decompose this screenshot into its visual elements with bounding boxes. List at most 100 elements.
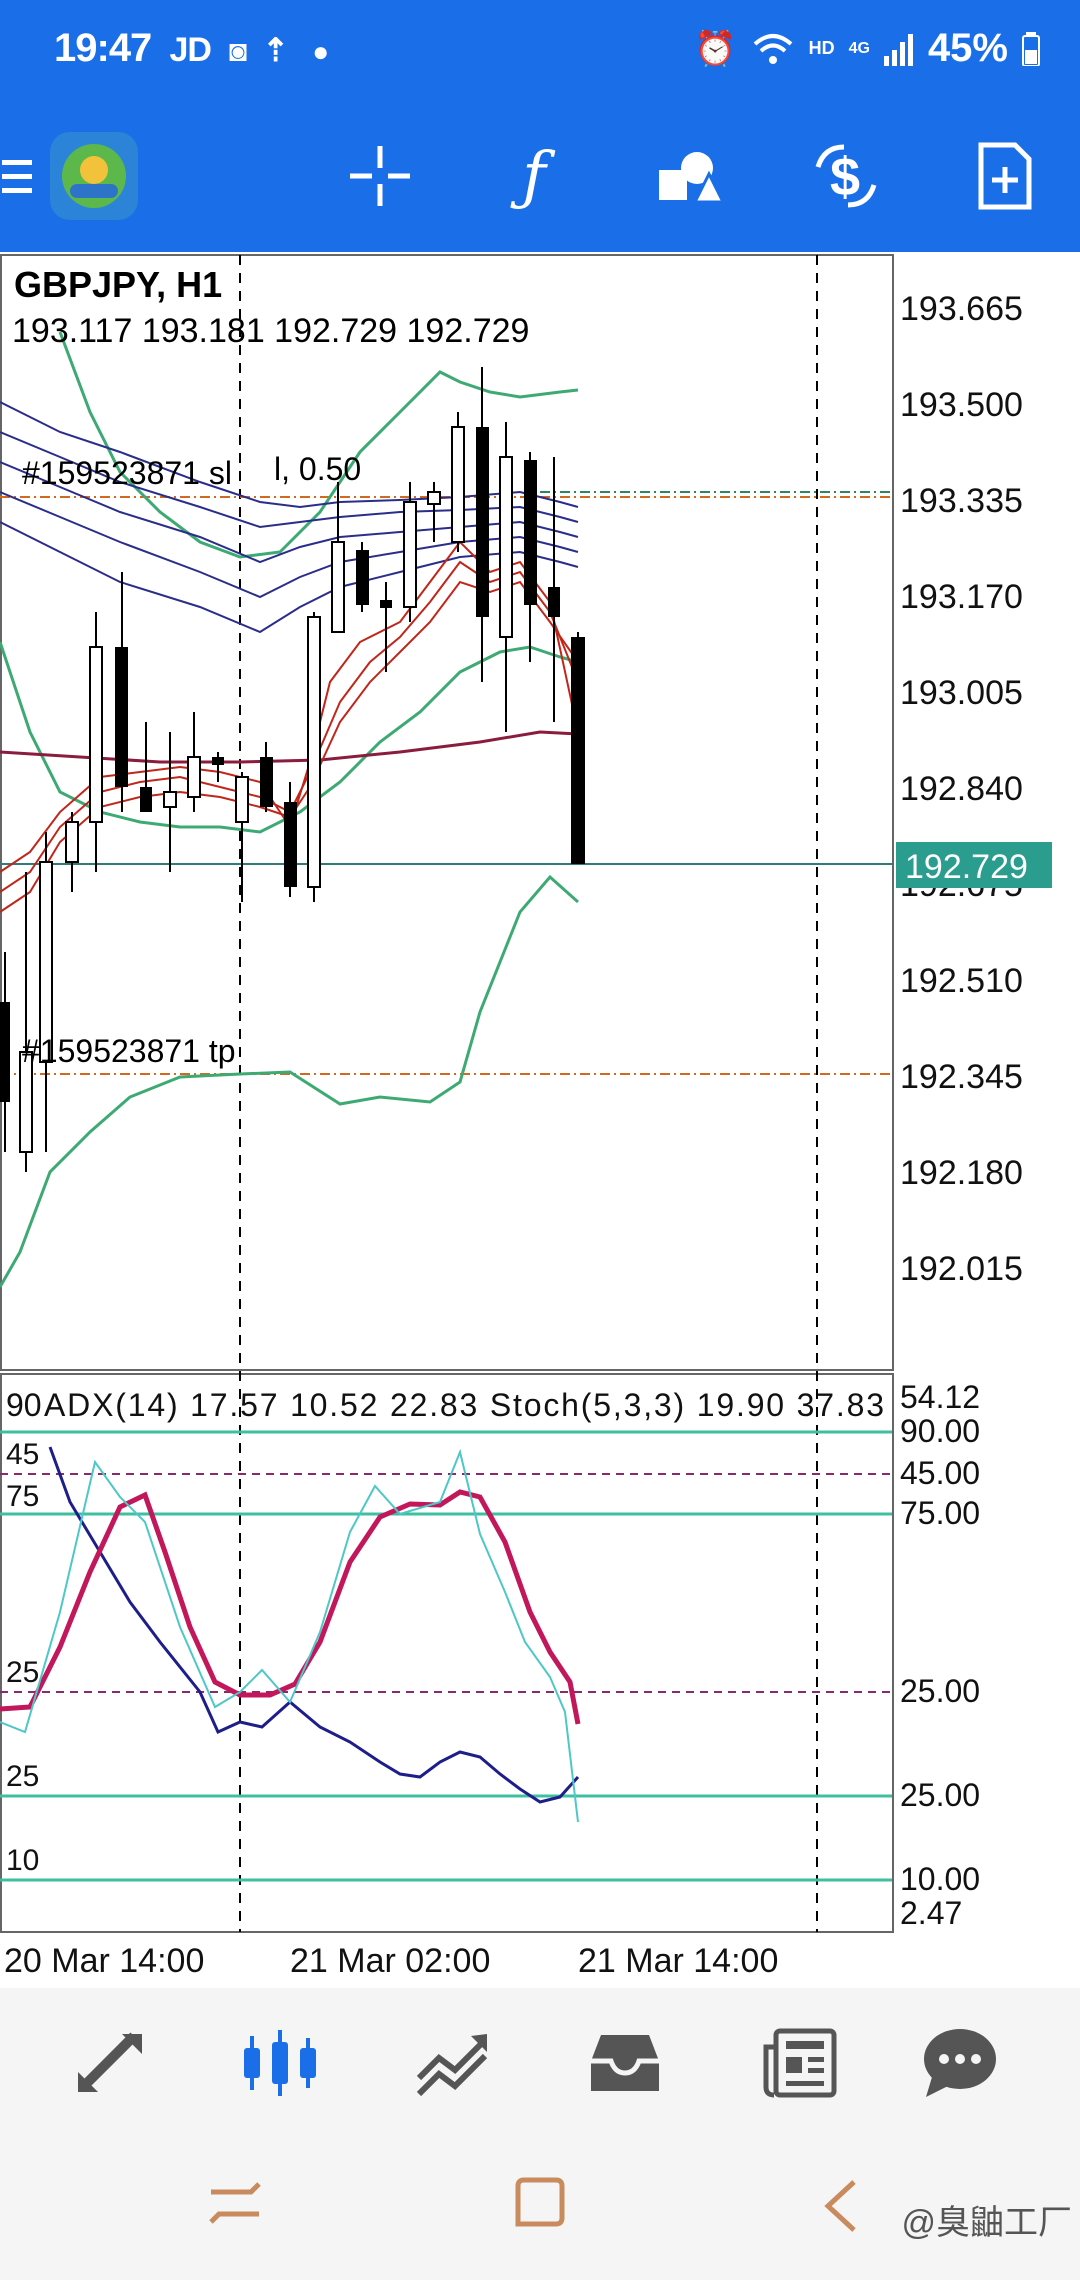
price-label: 193.005 (900, 674, 1023, 712)
time-axis: 20 Mar 14:00 21 Mar 02:00 21 Mar 14:00 (4, 1942, 778, 1980)
sl-lot-label: l, 0.50 (274, 451, 361, 487)
nav-chat[interactable] (880, 1988, 1040, 2138)
trade-icon: $ (815, 144, 877, 208)
indicator-left-label: 10 (6, 1844, 39, 1877)
price-label: 193.170 (900, 578, 1023, 616)
objects-button[interactable] (640, 100, 740, 252)
recents-button[interactable] (205, 2178, 265, 2233)
chart-icon (244, 2030, 316, 2096)
chat-icon (924, 2029, 996, 2097)
watermark: @臭鼬工厂 (901, 2204, 1072, 2242)
indicator-left-axis: 45 75 25 25 10 (6, 1438, 39, 1877)
price-label: 192.180 (900, 1154, 1023, 1192)
price-label: 193.500 (900, 386, 1023, 424)
indicator-left-label: 25 (6, 1656, 39, 1689)
stoch-main (0, 1489, 581, 1725)
ohlc-values: 193.117 193.181 192.729 192.729 (12, 312, 529, 350)
indicator-label: 25.00 (900, 1777, 980, 1813)
app-toolbar: ƒ $ (0, 100, 1080, 252)
svg-text:$: $ (830, 147, 860, 207)
sl-label[interactable]: #159523871 sl (22, 455, 232, 491)
price-label: 192.840 (900, 770, 1023, 808)
wifi-icon (753, 33, 792, 64)
home-icon (515, 2177, 565, 2227)
carrier-label: JD (169, 31, 211, 69)
clock: 19:47 (54, 26, 152, 70)
trade-icon (416, 2034, 488, 2097)
indicators-button[interactable]: ƒ (484, 100, 584, 252)
upload-icon: ⇡ (262, 32, 289, 68)
tp-label[interactable]: #159523871 tp (22, 1033, 236, 1069)
ma-maroon (0, 730, 579, 764)
app-logo-button[interactable] (46, 100, 142, 252)
chart-area[interactable]: 193.665 193.500 193.335 193.170 193.005 … (0, 252, 1080, 1987)
main-chart-frame (0, 254, 894, 1371)
nav-quotes[interactable] (30, 1988, 190, 2138)
indicator-frame (0, 1373, 894, 1933)
indicator-label: 2.47 (900, 1895, 962, 1931)
new-order-button[interactable] (950, 100, 1060, 252)
price-label: 193.665 (900, 290, 1023, 328)
menu-icon (2, 160, 32, 193)
status-time: 19:47 JD ◙ ⇡ ● (54, 26, 329, 71)
symbol-timeframe: GBPJPY, H1 (14, 264, 222, 305)
indicator-left-label: 75 (6, 1480, 39, 1513)
menu-button[interactable] (0, 100, 34, 252)
bottom-nav (0, 1988, 1080, 2138)
indicator-label: 25.00 (900, 1673, 980, 1709)
back-button[interactable] (820, 2178, 860, 2239)
indicator-left-label: 25 (6, 1760, 39, 1793)
alarm-icon: ⏰ (694, 29, 737, 68)
crosshair-icon (350, 146, 410, 206)
price-label: 192.345 (900, 1058, 1023, 1096)
indicator-label: 54.12 (900, 1379, 980, 1415)
crosshair-button[interactable] (330, 100, 430, 252)
header-mask (44, 1382, 52, 1424)
function-icon: ƒ (522, 139, 546, 213)
price-axis: 193.665 193.500 193.335 193.170 193.005 … (900, 290, 1023, 1288)
battery-icon (1022, 31, 1040, 66)
indicator-right-axis: 54.12 90.00 45.00 75.00 25.00 25.00 10.0… (900, 1379, 980, 1931)
hd-label: HD (808, 38, 835, 58)
nav-news[interactable] (720, 1988, 880, 2138)
stoch-signal (0, 1448, 579, 1823)
voicemail-icon: ◙ (229, 35, 247, 68)
price-label: 193.335 (900, 482, 1023, 520)
new-order-icon (978, 142, 1032, 210)
price-label: 192.510 (900, 962, 1023, 1000)
system-nav (0, 2138, 1080, 2280)
status-bar: 19:47 JD ◙ ⇡ ● ⏰ HD 4G 45% (0, 0, 1080, 100)
quotes-icon (78, 2032, 142, 2092)
time-label: 21 Mar 14:00 (578, 1942, 778, 1980)
bollinger-middle (0, 641, 579, 834)
indicator-left-label: 45 (6, 1438, 39, 1471)
current-price-badge (896, 842, 1052, 888)
network-gen-label: 4G (848, 39, 870, 57)
back-icon (824, 2180, 856, 2232)
battery-level: 45% (927, 26, 1008, 70)
indicator-label: 45.00 (900, 1455, 980, 1491)
indicator-label: 90.00 (900, 1413, 980, 1449)
recents-icon (209, 2182, 261, 2224)
dot-icon: ● (312, 36, 329, 67)
nav-trade[interactable] (375, 1988, 535, 2138)
status-icons: ⏰ HD 4G 45% (694, 26, 1040, 71)
trade-button[interactable]: $ (796, 100, 896, 252)
chart-svg[interactable]: 193.665 193.500 193.335 193.170 193.005 … (0, 252, 1080, 1987)
objects-icon (659, 152, 723, 204)
signal-icon (883, 33, 913, 66)
bollinger-upper (58, 331, 579, 559)
indicator-header-prefix: 90 (6, 1387, 42, 1423)
adx-line (48, 1446, 580, 1804)
app-logo-icon (50, 132, 138, 220)
news-icon (763, 2028, 837, 2098)
history-icon (591, 2035, 659, 2091)
home-button[interactable] (512, 2174, 568, 2235)
nav-chart[interactable] (200, 1988, 360, 2138)
nav-history[interactable] (545, 1988, 705, 2138)
candles (0, 367, 585, 1172)
indicator-label: 10.00 (900, 1861, 980, 1897)
indicator-header: ADX(14) 17.57 10.52 22.83 Stoch(5,3,3) 1… (44, 1387, 884, 1423)
time-label: 20 Mar 14:00 (4, 1942, 204, 1980)
indicator-levels (0, 1430, 892, 1882)
